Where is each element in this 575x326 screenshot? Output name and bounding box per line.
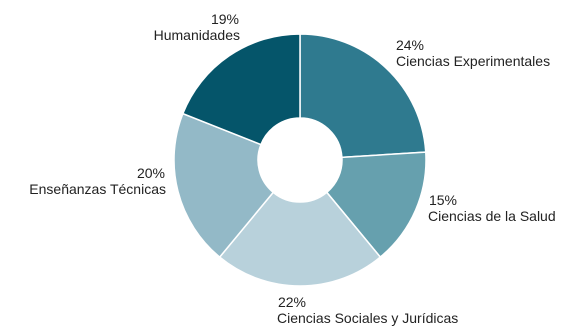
slice-ciencias-sociales-y-juridicas (218, 191, 382, 287)
slice-percent-ciencias-experimentales: 24% (396, 37, 424, 53)
slice-humanidades (181, 33, 301, 146)
slice-label-ciencias-sociales-y-juridicas: Ciencias Sociales y Jurídicas (277, 310, 458, 326)
slice-label-ciencias-experimentales: Ciencias Experimentales (396, 53, 550, 69)
slice-percent-ensenanzas-tecnicas: 20% (137, 165, 165, 181)
slice-label-humanidades: Humanidades (154, 27, 240, 43)
slice-ciencias-de-la-salud (325, 151, 427, 259)
slices-layer (173, 33, 427, 287)
slice-label-ciencias-de-la-salud: Ciencias de la Salud (428, 208, 556, 224)
slice-percent-ciencias-sociales-y-juridicas: 22% (278, 294, 306, 310)
slice-percent-humanidades: 19% (211, 11, 239, 27)
slice-percent-ciencias-de-la-salud: 15% (429, 192, 457, 208)
slice-ciencias-experimentales (299, 33, 427, 159)
slice-ensenanzas-tecnicas (173, 112, 275, 259)
slice-label-ensenanzas-tecnicas: Enseñanzas Técnicas (29, 181, 166, 197)
labels-layer: 24%Ciencias Experimentales 15%Ciencias de… (29, 11, 555, 326)
